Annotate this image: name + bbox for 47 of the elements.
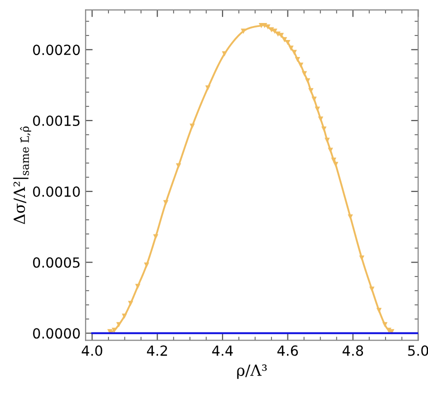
x-tick-label: 4.2: [146, 345, 167, 356]
point: [376, 308, 382, 314]
y-tick-label: 0.0010: [33, 186, 80, 197]
point: [122, 314, 127, 319]
point: [272, 28, 278, 34]
point: [324, 138, 330, 143]
point: [116, 322, 122, 328]
point: [135, 284, 140, 290]
point: [144, 262, 150, 268]
x-tick-label: 4.6: [277, 345, 298, 356]
point: [308, 88, 314, 94]
y-tick-label: 0.0000: [33, 328, 80, 339]
point: [312, 96, 317, 102]
point: [205, 85, 210, 91]
point: [292, 50, 297, 56]
y-axis-title: Δσ/Λ²|same L̂,ρ̂: [13, 126, 32, 224]
x-tick-label: 4.4: [212, 346, 233, 356]
point: [288, 46, 294, 51]
point: [163, 200, 168, 206]
point: [298, 62, 304, 68]
y-tick-label: 0.0005: [33, 257, 80, 268]
point: [128, 300, 134, 306]
point: [318, 116, 324, 122]
point: [382, 322, 388, 328]
point: [369, 286, 374, 292]
point: [176, 163, 182, 169]
point: [294, 56, 300, 62]
point: [240, 28, 246, 34]
y-tick-label: 0.0015: [33, 116, 80, 126]
point: [278, 32, 284, 38]
point: [153, 234, 158, 240]
point: [190, 124, 195, 129]
point: [282, 37, 288, 42]
x-tick-label: 5.0: [408, 345, 428, 356]
point: [333, 162, 338, 168]
point: [314, 106, 320, 112]
point: [348, 214, 353, 220]
point: [305, 78, 310, 84]
point: [331, 158, 336, 163]
x-axis-title: ρ/Λ³: [237, 364, 267, 379]
y-tick-label: 0.0020: [33, 44, 80, 56]
x-tick-label: 4.0: [82, 345, 102, 356]
point: [302, 71, 307, 76]
point: [222, 51, 228, 56]
x-tick-label: 4.8: [342, 345, 364, 356]
point: [321, 126, 327, 132]
point: [328, 148, 334, 153]
